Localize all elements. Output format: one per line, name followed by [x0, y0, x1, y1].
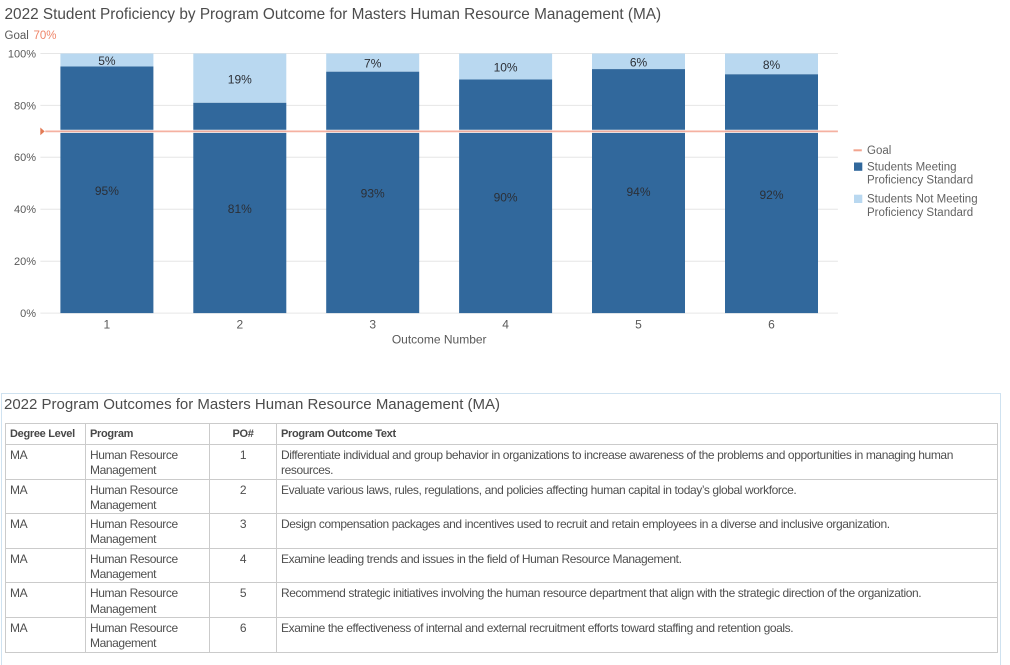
svg-text:Students Meeting: Students Meeting: [867, 161, 957, 173]
svg-text:40%: 40%: [14, 204, 36, 216]
svg-text:2022 Student Proficiency by Pr: 2022 Student Proficiency by Program Outc…: [5, 6, 662, 23]
svg-text:19%: 19%: [228, 72, 252, 86]
svg-text:100%: 100%: [8, 48, 36, 60]
svg-text:2: 2: [236, 317, 243, 331]
svg-text:Proficiency Standard: Proficiency Standard: [867, 207, 973, 219]
svg-text:Proficiency Standard: Proficiency Standard: [867, 175, 973, 187]
svg-text:6: 6: [768, 317, 775, 331]
svg-text:5: 5: [635, 317, 642, 331]
svg-text:6%: 6%: [630, 55, 648, 69]
svg-text:3: 3: [369, 317, 376, 331]
svg-text:5%: 5%: [98, 54, 116, 68]
svg-text:1: 1: [104, 317, 111, 331]
svg-text:4: 4: [502, 317, 509, 331]
svg-text:Outcome Number: Outcome Number: [392, 333, 487, 347]
svg-text:92%: 92%: [759, 188, 783, 202]
svg-text:8%: 8%: [763, 58, 781, 72]
svg-text:80%: 80%: [14, 100, 36, 112]
svg-text:10%: 10%: [494, 61, 518, 75]
svg-text:94%: 94%: [626, 185, 650, 199]
svg-text:70%: 70%: [34, 30, 57, 42]
svg-text:90%: 90%: [494, 190, 518, 204]
svg-text:Students Not Meeting: Students Not Meeting: [867, 194, 978, 206]
svg-text:Goal: Goal: [867, 145, 891, 157]
svg-text:60%: 60%: [14, 152, 36, 164]
svg-text:95%: 95%: [95, 184, 119, 198]
svg-text:7%: 7%: [364, 57, 382, 71]
svg-text:20%: 20%: [14, 256, 36, 268]
svg-text:81%: 81%: [228, 202, 252, 216]
svg-text:Goal: Goal: [5, 30, 29, 42]
svg-text:93%: 93%: [361, 187, 385, 201]
svg-text:0%: 0%: [20, 308, 36, 320]
